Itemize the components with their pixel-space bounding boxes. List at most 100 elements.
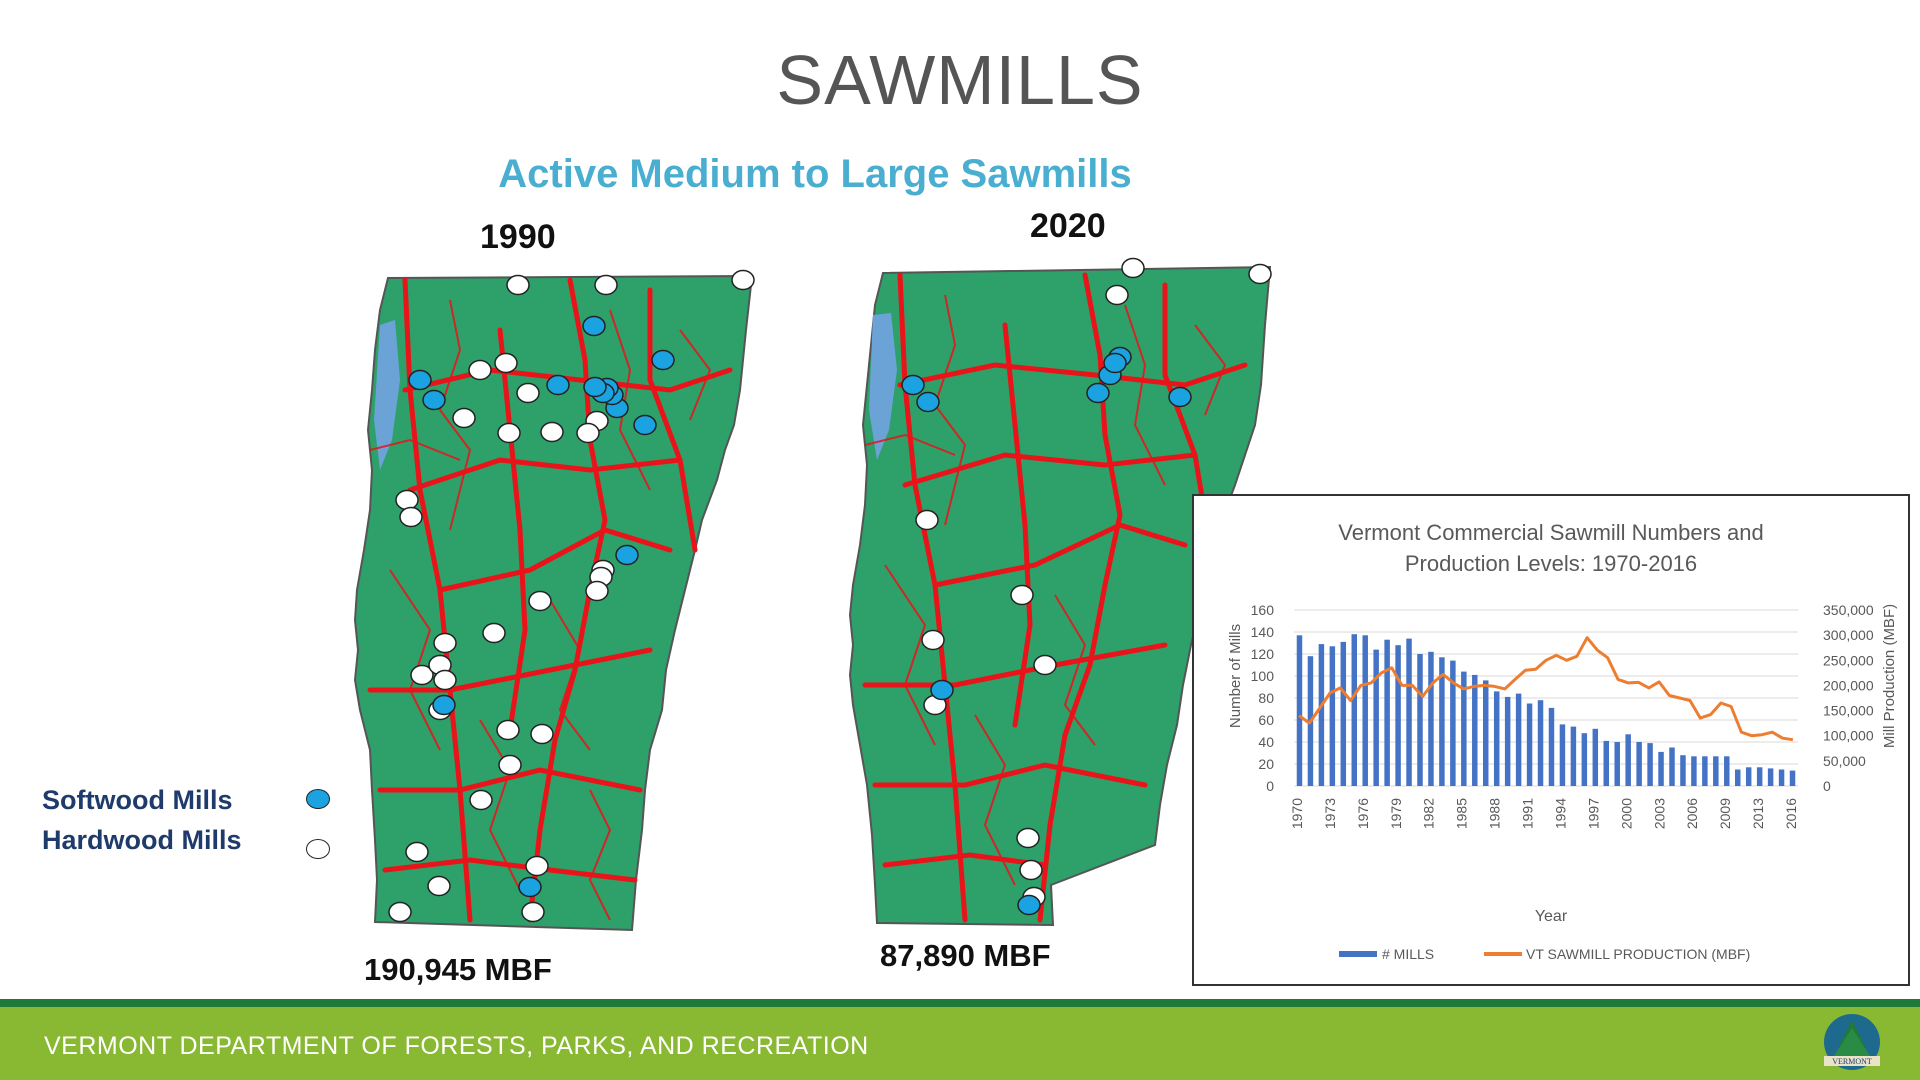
map-1990-hardwood-mill-25 — [530, 723, 554, 745]
chart-x-tick: 2016 — [1783, 798, 1799, 829]
chart-x-tick: 2013 — [1750, 798, 1766, 829]
chart-x-tick: 1985 — [1454, 798, 1470, 829]
map-1990-hardwood-mill-28 — [405, 841, 429, 863]
chart-bar-mills — [1450, 660, 1456, 786]
lake-champlain — [869, 313, 897, 460]
map-1990-hardwood-mill-18 — [585, 580, 609, 602]
chart-legend: # MILLS VT SAWMILL PRODUCTION (MBF) — [1339, 946, 1750, 962]
chart-x-tick: 2000 — [1618, 798, 1634, 829]
map-1990-softwood-mill-3 — [633, 414, 657, 436]
legend-softwood-dot — [306, 789, 330, 809]
chart-line — [1298, 636, 1794, 742]
chart-x-axis-label: Year — [1535, 908, 1568, 925]
map-1990-hardwood-mill-26 — [498, 754, 522, 776]
map-1990-softwood-mill-1 — [582, 315, 606, 337]
map-1990-hardwood-mill-19 — [410, 664, 434, 686]
map-1990-hardwood-mill-8 — [497, 422, 521, 444]
slide-title: SAWMILLS — [776, 41, 1144, 119]
chart-y-tick: 0 — [1266, 778, 1274, 794]
map-1990-softwood-mill-13 — [518, 876, 542, 898]
chart-x-tick: 1991 — [1520, 798, 1536, 829]
chart-bar-mills — [1669, 747, 1675, 786]
chart-axes: 0 20 40 60 80 100 120 140 160 0 50,000 100,000 150,0… — [1251, 602, 1874, 829]
chart-title-line1: Vermont Commercial Sawmill Numbers and — [1338, 520, 1763, 545]
map-1990-hardwood-mill-4 — [468, 359, 492, 381]
map-1990-hardwood-mill-27 — [469, 789, 493, 811]
mill-markers-2020 — [901, 257, 1272, 916]
sawmill-chart-panel: Vermont Commercial Sawmill Numbers and P… — [1192, 494, 1910, 986]
map-2020-hardwood-mill-6 — [921, 629, 945, 651]
chart-y2-tick: 50,000 — [1823, 753, 1866, 769]
map-1990-hardwood-mill-12 — [395, 489, 419, 511]
chart-y2-tick: 200,000 — [1823, 677, 1874, 693]
production-1990: 190,945 MBF — [364, 952, 552, 987]
chart-y2-tick: 300,000 — [1823, 627, 1874, 643]
slide-subtitle: Active Medium to Large Sawmills — [498, 152, 1132, 196]
chart-bar-mills — [1417, 654, 1423, 786]
map-1990-softwood-mill-12 — [432, 694, 456, 716]
chart-bar-mills — [1493, 691, 1500, 786]
legend-mills-swatch — [1339, 951, 1377, 957]
chart-bar-mills — [1406, 638, 1412, 786]
minor-roads-1990 — [369, 299, 712, 921]
vermont-map-2020 — [848, 257, 1272, 927]
map-1990-hardwood-mill-20 — [433, 632, 457, 654]
chart-bar-mills — [1745, 767, 1752, 786]
map-2020-softwood-mill-5 — [901, 374, 925, 396]
map-1990-hardwood-mill-5 — [494, 352, 518, 374]
map-2020-hardwood-mill-10 — [1019, 859, 1043, 881]
mill-markers-1990 — [388, 269, 755, 923]
logo-text: VERMONT — [1832, 1057, 1872, 1066]
chart-bar-mills — [1515, 693, 1522, 786]
chart-bar-mills — [1373, 649, 1379, 786]
map-2020-softwood-mill-7 — [930, 679, 954, 701]
chart-y2-tick: 100,000 — [1823, 728, 1874, 744]
map-1990-hardwood-mill-11 — [576, 422, 600, 444]
chart-bar-mills — [1625, 734, 1631, 786]
map-1990-hardwood-mill-24 — [496, 719, 520, 741]
chart-bar-mills — [1439, 657, 1445, 786]
chart-x-tick: 1997 — [1585, 798, 1601, 829]
chart-y2-tick: 350,000 — [1823, 602, 1874, 618]
chart-bar-mills — [1581, 733, 1588, 786]
chart-bar-mills — [1504, 696, 1511, 786]
map-1990-hardwood-mill-3 — [731, 269, 755, 291]
chart-y2-tick: 0 — [1823, 778, 1831, 794]
chart-bar-mills — [1384, 639, 1390, 786]
chart-bar-mills — [1767, 768, 1774, 786]
chart-y-tick: 20 — [1258, 756, 1274, 772]
chart-x-tick: 1982 — [1421, 798, 1437, 829]
chart-bars — [1296, 634, 1796, 786]
chart-x-tick: 1988 — [1487, 798, 1503, 829]
chart-bar-mills — [1428, 651, 1434, 786]
map-1990-hardwood-mill-31 — [521, 901, 545, 923]
map-1990-hardwood-mill-32 — [388, 901, 412, 923]
legend-hardwood-label: Hardwood Mills — [42, 825, 242, 855]
map-2020-hardwood-mill-9 — [1016, 827, 1040, 849]
legend-mills-label: # MILLS — [1382, 946, 1434, 962]
chart-y-tick: 160 — [1251, 602, 1275, 618]
footer-bar — [0, 999, 1920, 1080]
chart-bar-mills — [1472, 674, 1478, 786]
chart-y-tick: 60 — [1258, 712, 1274, 728]
chart-x-tick: 1994 — [1553, 798, 1569, 829]
map-1990-softwood-mill-2 — [651, 349, 675, 371]
chart-y-tick: 40 — [1258, 734, 1274, 750]
chart-bar-mills — [1756, 767, 1763, 786]
chart-x-tick: 2006 — [1684, 798, 1700, 829]
footer-stripe — [0, 999, 1920, 1007]
map-1990-softwood-mill-7 — [546, 374, 570, 396]
production-2020: 87,890 MBF — [880, 938, 1051, 973]
chart-y2-axis-label: Mill Production (MBF) — [1881, 604, 1898, 748]
map-2020-softwood-mill-4 — [1168, 386, 1192, 408]
map-1990-hardwood-mill-2 — [594, 274, 618, 296]
chart-bar-mills — [1483, 680, 1489, 786]
map-1990-hardwood-mill-6 — [516, 382, 540, 404]
chart-bar-mills — [1789, 770, 1796, 786]
chart-bar-mills — [1724, 756, 1730, 786]
chart-bar-mills — [1614, 742, 1620, 786]
chart-x-tick: 1976 — [1355, 798, 1371, 829]
vermont-fpr-logo: VERMONT — [1824, 1014, 1880, 1070]
chart-bar-mills — [1559, 724, 1566, 786]
chart-bar-mills — [1735, 769, 1741, 786]
